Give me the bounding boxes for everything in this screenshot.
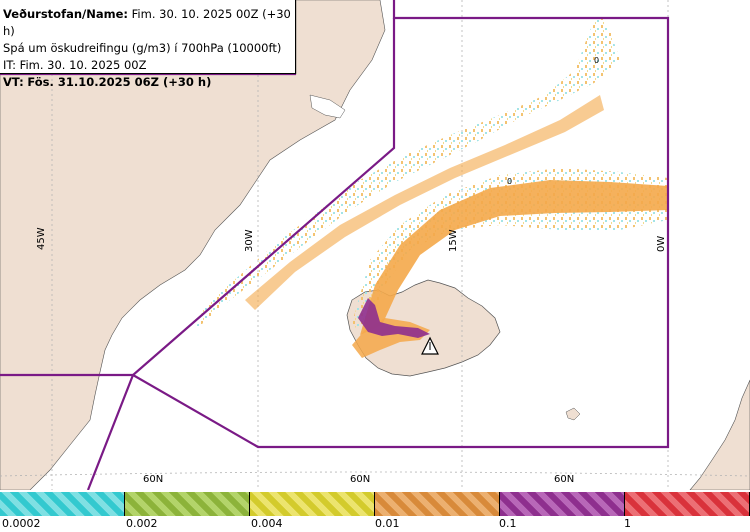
legend-label: 0.1	[499, 517, 517, 530]
legend-segment	[250, 492, 375, 516]
legend-label: 0.002	[126, 517, 158, 530]
valid-time-label: VT:	[3, 75, 24, 89]
legend-label: 0.004	[251, 517, 283, 530]
valid-time-line: VT: Fös. 31.10.2025 06Z (+30 h)	[3, 74, 295, 91]
contour-label: 0	[507, 177, 512, 186]
faroe-islands	[565, 407, 581, 421]
latitude-label: 60N	[350, 474, 370, 485]
greenland-fjord	[309, 94, 346, 119]
legend-segment	[625, 492, 750, 516]
legend-segment	[125, 492, 250, 516]
greenland-land	[0, 0, 386, 490]
ash-forecast-map: 0 0 45W 30W 15W 0W 60N 60N 60N	[0, 0, 750, 490]
contour-label: 0	[594, 56, 599, 65]
norway-land	[689, 379, 750, 490]
legend-labels: 0.0002 0.002 0.004 0.01 0.1 1	[0, 517, 750, 532]
forecast-info-box: Veðurstofan/Name: Fim. 30. 10. 2025 00Z …	[0, 0, 296, 89]
latitude-label: 60N	[143, 474, 163, 485]
initial-time: IT: Fim. 30. 10. 2025 00Z	[3, 58, 147, 72]
legend-segment	[500, 492, 625, 516]
legend-label: 0.01	[375, 517, 400, 530]
longitude-label: 15W	[448, 229, 459, 252]
concentration-legend: 0.0002 0.002 0.004 0.01 0.1 1	[0, 490, 750, 532]
issuer-line: Veðurstofan/Name: Fim. 30. 10. 2025 00Z …	[3, 6, 295, 40]
legend-label: 1	[624, 517, 631, 530]
valid-time-value: Fös. 31.10.2025 06Z (+30 h)	[27, 75, 212, 89]
flight-region-boundary	[0, 0, 670, 490]
latitude-label: 60N	[554, 474, 574, 485]
legend-label: 0.0002	[2, 517, 41, 530]
longitude-label: 45W	[36, 227, 47, 250]
warning-triangle-icon	[421, 336, 439, 355]
legend-segment	[375, 492, 500, 516]
longitude-label: 30W	[244, 229, 255, 252]
legend-color-bar	[0, 492, 750, 516]
product-description: Spá um öskudreifingu (g/m3) í 700hPa (10…	[3, 41, 282, 55]
longitude-label: 0W	[656, 236, 667, 252]
legend-segment	[0, 492, 125, 516]
issuer-value: Fim. 30. 10. 2025 00Z (+30 h)	[3, 7, 291, 38]
issuer-label: Veðurstofan/Name:	[3, 7, 128, 21]
ash-plume-purple	[358, 298, 430, 338]
